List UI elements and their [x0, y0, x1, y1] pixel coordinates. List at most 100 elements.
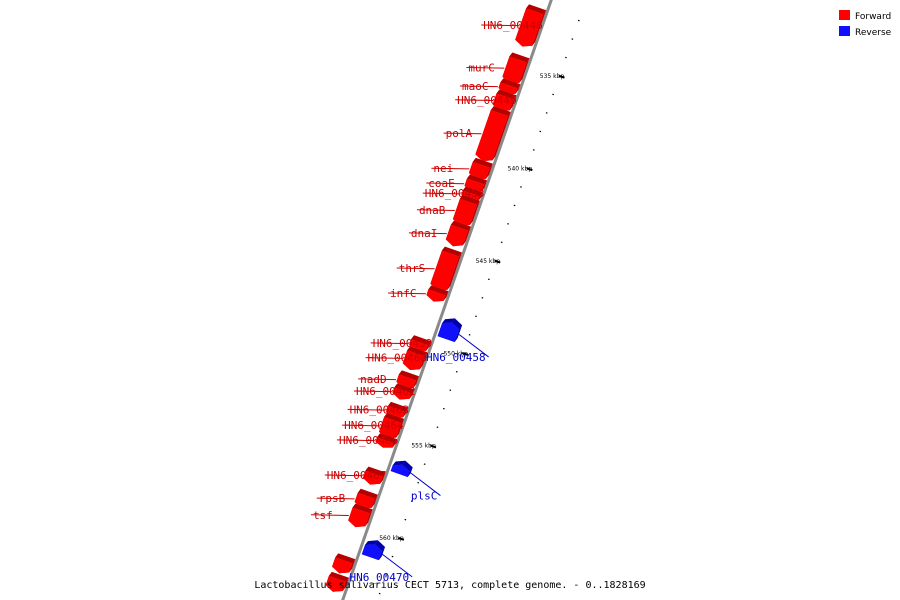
gene-label-leader [459, 85, 498, 88]
backbone-line [341, 0, 553, 600]
gene-shape-side [441, 246, 462, 257]
gene-shape-side [500, 78, 521, 89]
gene-unlabeled [325, 571, 349, 592]
gene-shape-side [388, 401, 408, 412]
gene-shape-side [407, 467, 413, 477]
gene-shape-side [396, 418, 405, 438]
gene-shape-side [407, 346, 428, 357]
major-tick [526, 167, 533, 172]
gene-label-leader [310, 514, 349, 517]
gene-shape-side [394, 383, 415, 394]
gene-shape-side [365, 540, 378, 546]
gene-shape-side [352, 503, 373, 514]
gene-shape-side [357, 488, 378, 499]
gene-label: dnaI [411, 227, 438, 240]
gene-label: HN6_00459 [373, 337, 433, 350]
major-tick [462, 352, 469, 356]
gene-shape-front [492, 93, 514, 112]
gene-label: plsC [411, 490, 438, 503]
gene-label-leader [408, 232, 447, 235]
gene-label: thrS [399, 262, 426, 275]
gene-label-leader [455, 99, 494, 102]
gene-label-leader [358, 378, 397, 381]
gene-label: HN6_00453 [425, 187, 485, 200]
gene-shape-front [430, 250, 459, 291]
gene-shape-side [490, 106, 511, 116]
gene-label-leader [336, 439, 375, 442]
gene-shape-side [469, 200, 480, 225]
gene-label: HN6_00460 [368, 352, 428, 365]
gene-label-leader [416, 209, 455, 212]
gene-shape-side [378, 547, 385, 561]
tick-label: 540 kbp [508, 165, 533, 172]
gene-shape-front [392, 387, 412, 400]
tick-label: 555 kbp [411, 443, 436, 450]
gene-shape-side [398, 370, 419, 381]
gene-shape-front [468, 161, 490, 180]
major-tick [558, 74, 565, 79]
gene-label: HN6_00464 [344, 419, 404, 432]
gene-polA: polA [443, 106, 511, 162]
gene-HN6_00449: HN6_00449 [455, 89, 517, 112]
tick-label: 550 kbp [443, 350, 468, 357]
gene-shape-side [492, 112, 511, 161]
gene-shape-side [526, 4, 547, 15]
gene-shape-side [447, 252, 462, 290]
gene-HN6_00460: HN6_00460 [365, 346, 428, 370]
gene-label-leader [365, 357, 404, 359]
gene-shape-side [384, 413, 405, 423]
gene-shape-side [519, 58, 530, 83]
minor-ticks [378, 19, 580, 595]
gene-shape-front [445, 224, 468, 247]
gene-shape-side [328, 571, 349, 582]
gene-shape-side [532, 10, 547, 46]
gene-shape-side [392, 460, 406, 466]
gene-shape-front [426, 289, 446, 302]
gene-label-leader [347, 408, 386, 411]
gene-shape-front [402, 350, 425, 370]
gene-label: murC [468, 61, 495, 74]
gene-label: HN6_00465 [339, 434, 399, 447]
legend-label-reverse: Reverse [855, 28, 892, 38]
gene-label-leader [422, 192, 461, 195]
gene-HN6_00470: HN6_00470 [350, 540, 413, 584]
gene-shape-front [390, 464, 410, 477]
gene-label: HN6_00458 [426, 351, 486, 364]
gene-shape-side [377, 433, 398, 444]
gene-tsf: tsf [310, 503, 373, 528]
legend: Forward Reverse [839, 10, 892, 38]
gene-label: nadD [360, 373, 387, 386]
gene-HN6_00459: HN6_00459 [370, 335, 433, 352]
gene-shape-front [437, 322, 460, 342]
gene-dnaI: dnaI [408, 220, 471, 247]
gene-label-leader [388, 292, 426, 295]
gene-shape-front [354, 492, 375, 509]
gene-plsC: plsC [390, 460, 441, 503]
gene-HN6_00465: HN6_00465 [336, 433, 399, 448]
gene-label-leader [426, 182, 465, 185]
gene-shape-side [365, 466, 386, 477]
gene-shape-side [419, 352, 428, 370]
gene-label: dnaB [419, 204, 446, 217]
gene-shape-front [452, 198, 477, 226]
gene-label: HN6_00463 [350, 403, 410, 416]
gene-HN6_00453: HN6_00453 [422, 186, 485, 201]
gene-label-leader [431, 167, 470, 170]
gene-label: rpsB [319, 492, 346, 505]
gene-label-leader [316, 497, 355, 500]
gene-dnaB: dnaB [416, 194, 480, 226]
gene-shape-side [509, 52, 530, 63]
gene-label: polA [446, 127, 473, 140]
gene-label: HN6_00467 [327, 469, 387, 482]
gene-shape-side [451, 318, 463, 330]
gene-HN6_00462: HN6_00462 [353, 383, 416, 400]
gene-shape-side [462, 186, 483, 197]
gene-label: coaE [428, 177, 455, 190]
gene-label-leader [324, 474, 363, 477]
gene-label-leader [443, 132, 482, 135]
gene-HN6_00458: HN6_00458 [426, 318, 489, 364]
gene-shape-front [332, 557, 353, 574]
gene-shape-front [475, 110, 508, 162]
gene-shape-front [361, 544, 382, 561]
gene-HN6_00463: HN6_00463 [347, 401, 410, 419]
